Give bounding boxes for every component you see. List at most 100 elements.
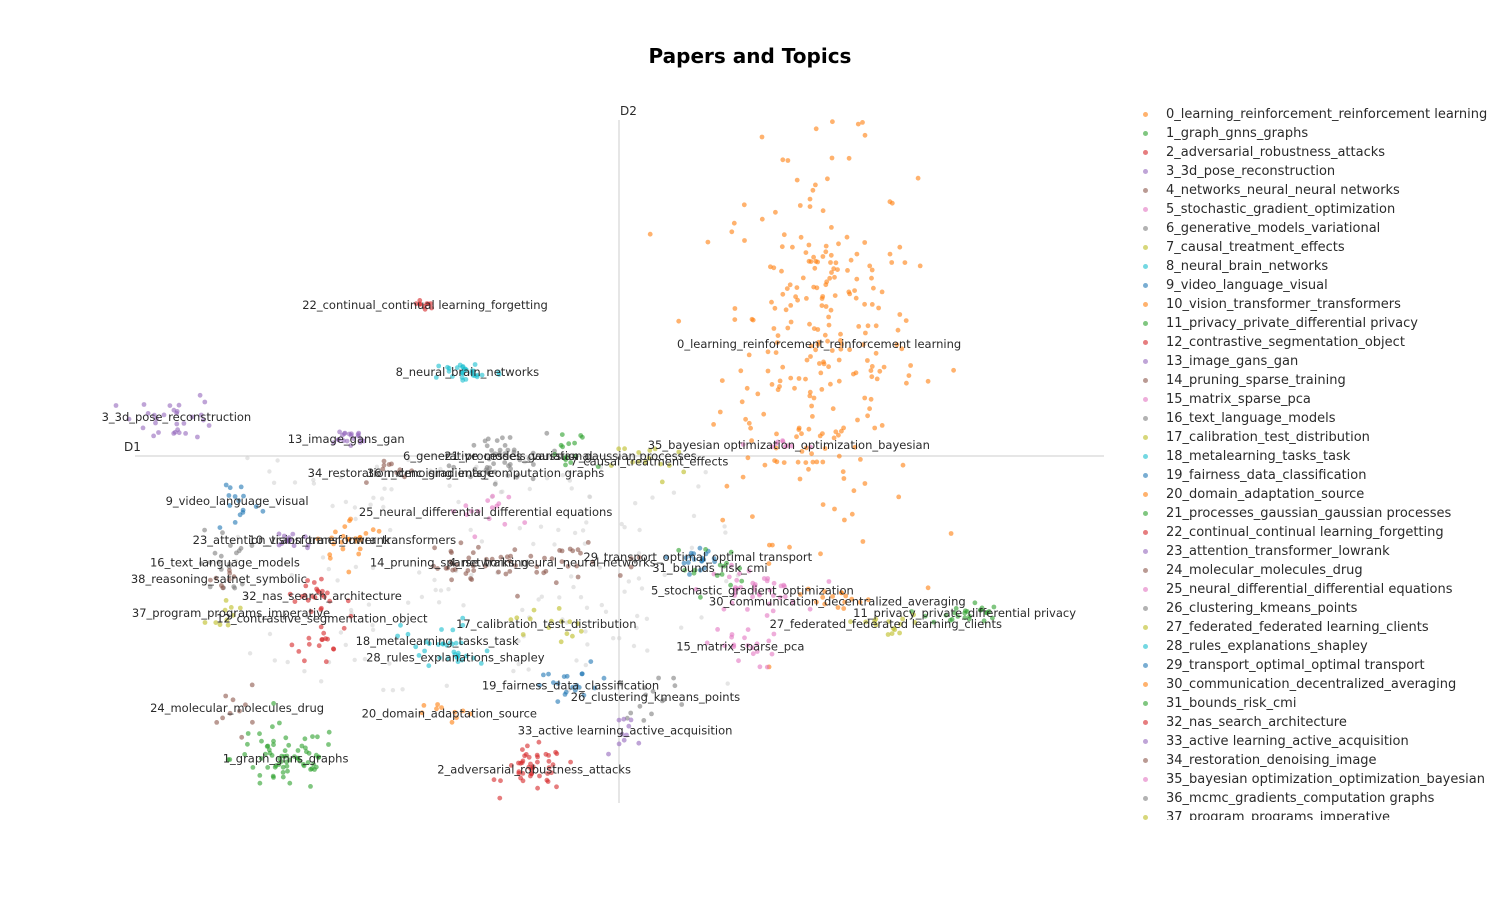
legend-item[interactable]: 0_learning_reinforcement_reinforcement l… <box>1137 105 1497 124</box>
legend-item[interactable]: 1_graph_gnns_graphs <box>1137 124 1497 143</box>
legend-item[interactable]: 34_restoration_denoising_image <box>1137 751 1497 770</box>
legend-marker-icon <box>1143 188 1148 193</box>
topic-point <box>357 534 363 540</box>
topic-point <box>676 547 682 553</box>
topic-point <box>459 657 465 663</box>
topic-point <box>726 574 732 580</box>
topic-point <box>908 363 913 368</box>
legend-item[interactable]: 11_privacy_private_differential privacy <box>1137 314 1497 333</box>
legend-item[interactable]: 2_adversarial_robustness_attacks <box>1137 143 1497 162</box>
legend-marker-icon <box>1143 815 1148 820</box>
legend-item[interactable]: 19_fairness_data_classification <box>1137 466 1497 485</box>
topic-point <box>810 187 816 193</box>
topic-point <box>444 453 450 458</box>
topic-point <box>286 742 292 748</box>
legend-item[interactable]: 31_bounds_risk_cmi <box>1137 694 1497 713</box>
topic-label: 16_text_language_models <box>150 555 300 569</box>
legend-marker-icon <box>1143 720 1148 725</box>
topic-point <box>452 709 458 715</box>
legend-item[interactable]: 15_matrix_sparse_pca <box>1137 390 1497 409</box>
scatter-plot[interactable]: D1 D2 0_learning_reinforcement_reinforce… <box>0 0 1130 900</box>
legend-item[interactable]: 23_attention_transformer_lowrank <box>1137 542 1497 561</box>
legend-item[interactable]: 14_pruning_sparse_training <box>1137 371 1497 390</box>
topic-point <box>966 616 972 622</box>
legend-item[interactable]: 4_networks_neural_neural networks <box>1137 181 1497 200</box>
topic-point <box>498 778 503 784</box>
background-point <box>622 589 627 594</box>
legend-item[interactable]: 8_neural_brain_networks <box>1137 257 1497 276</box>
background-point <box>230 538 235 543</box>
background-point <box>227 613 232 618</box>
topic-point <box>265 765 271 770</box>
topic-point <box>237 708 242 714</box>
topic-point <box>322 594 327 600</box>
topic-point <box>650 688 656 694</box>
topic-point <box>865 323 871 329</box>
legend-item[interactable]: 37_program_programs_imperative <box>1137 808 1497 820</box>
legend-item[interactable]: 7_causal_treatment_effects <box>1137 238 1497 257</box>
legend-item[interactable]: 35_bayesian optimization_optimization_ba… <box>1137 770 1497 789</box>
topic-point <box>852 288 857 293</box>
topic-point <box>839 590 844 595</box>
legend-item[interactable]: 30_communication_decentralized_averaging <box>1137 675 1497 694</box>
topic-point <box>541 672 546 678</box>
legend-marker-icon <box>1143 492 1148 497</box>
topic-point <box>770 608 776 614</box>
topic-point <box>951 367 956 373</box>
topic-point <box>526 456 532 461</box>
legend-item[interactable]: 27_federated_federated learning_clients <box>1137 618 1497 637</box>
legend-item[interactable]: 10_vision_transformer_transformers <box>1137 295 1497 314</box>
topic-point <box>832 293 838 298</box>
topic-point <box>463 367 469 373</box>
topic-point <box>560 444 565 450</box>
legend-item[interactable]: 5_stochastic_gradient_optimization <box>1137 200 1497 219</box>
legend-item[interactable]: 17_calibration_test_distribution <box>1137 428 1497 447</box>
legend-item[interactable]: 13_image_gans_gan <box>1137 352 1497 371</box>
topic-point <box>771 326 777 331</box>
topic-point <box>848 619 853 625</box>
topic-label: 35_bayesian optimization_optimization_ba… <box>648 438 930 452</box>
legend-item[interactable]: 36_mcmc_gradients_computation graphs <box>1137 789 1497 808</box>
topic-point <box>357 546 363 552</box>
topic-point <box>308 784 313 789</box>
legend-item[interactable]: 26_clustering_kmeans_points <box>1137 599 1497 618</box>
legend-item[interactable]: 6_generative_models_variational <box>1137 219 1497 238</box>
background-point <box>527 486 532 492</box>
legend-item[interactable]: 24_molecular_molecules_drug <box>1137 561 1497 580</box>
background-point <box>311 477 316 483</box>
legend-item[interactable]: 16_text_language_models <box>1137 409 1497 428</box>
topic-point <box>981 618 987 624</box>
topic-point <box>764 578 770 584</box>
background-point <box>370 627 376 632</box>
topic-point <box>714 573 720 578</box>
legend-item[interactable]: 9_video_language_visual <box>1137 276 1497 295</box>
topic-point <box>422 306 428 312</box>
legend: 0_learning_reinforcement_reinforcement l… <box>1137 105 1497 820</box>
topic-point <box>449 719 455 725</box>
legend-item[interactable]: 33_active learning_active_acquisition <box>1137 732 1497 751</box>
topic-point <box>302 658 307 664</box>
legend-item[interactable]: 18_metalearning_tasks_task <box>1137 447 1497 466</box>
topic-point <box>819 387 825 392</box>
topic-point <box>779 268 784 274</box>
topic-point <box>836 432 841 438</box>
legend-item[interactable]: 20_domain_adaptation_source <box>1137 485 1497 504</box>
topic-point <box>803 250 809 256</box>
legend-item[interactable]: 22_continual_continual learning_forgetti… <box>1137 523 1497 542</box>
topic-point <box>207 584 213 590</box>
legend-item[interactable]: 28_rules_explanations_shapley <box>1137 637 1497 656</box>
legend-item[interactable]: 29_transport_optimal_optimal transport <box>1137 656 1497 675</box>
legend-item[interactable]: 3_3d_pose_reconstruction <box>1137 162 1497 181</box>
legend-item[interactable]: 12_contrastive_segmentation_object <box>1137 333 1497 352</box>
topic-point <box>126 416 132 422</box>
topic-point <box>855 417 860 423</box>
topic-point <box>449 561 455 566</box>
topic-cluster <box>909 600 997 625</box>
background-point <box>272 658 277 663</box>
legend-item[interactable]: 25_neural_differential_differential equa… <box>1137 580 1497 599</box>
topic-point <box>839 341 844 347</box>
background-point <box>599 602 604 608</box>
legend-item[interactable]: 21_processes_gaussian_gaussian processes <box>1137 504 1497 523</box>
topic-point <box>788 375 794 381</box>
legend-item[interactable]: 32_nas_search_architecture <box>1137 713 1497 732</box>
